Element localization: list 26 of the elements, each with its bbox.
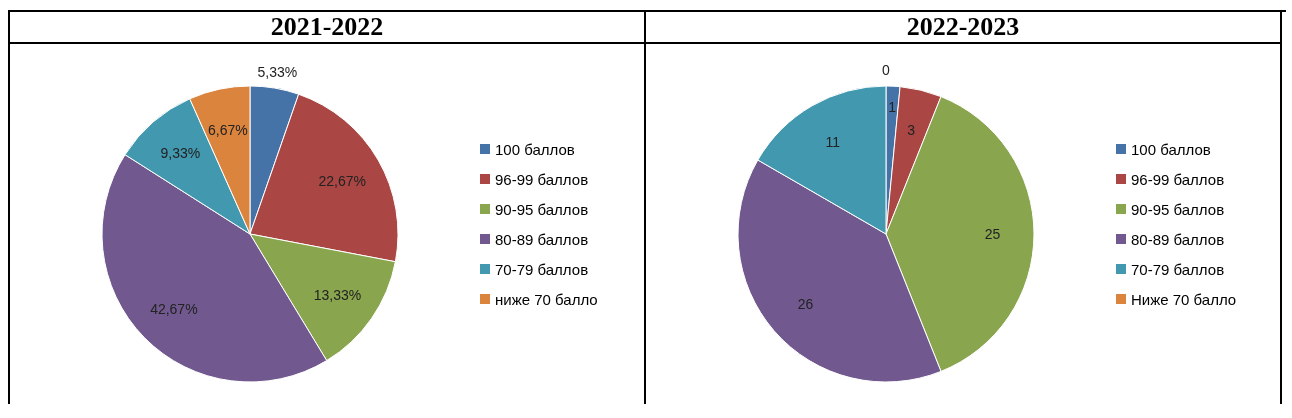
legend-label: 80-89 баллов: [1131, 230, 1225, 248]
legend-label: ниже 70 балло: [495, 290, 598, 308]
legend-label: 96-99 баллов: [1131, 170, 1225, 188]
legend-label: 100 баллов: [495, 140, 575, 158]
data-label: 42,67%: [150, 300, 198, 317]
data-label: 26: [797, 295, 814, 312]
data-label: 9,33%: [160, 145, 201, 162]
data-label: 5,33%: [257, 64, 298, 81]
legend-label: 70-79 баллов: [495, 260, 589, 278]
legend-label: 90-95 баллов: [1131, 200, 1225, 218]
chart-title: 2021-2022: [10, 12, 644, 44]
data-label: 13,33%: [313, 286, 362, 303]
legend-label: 96-99 баллов: [495, 170, 589, 188]
legend-label: 90-95 баллов: [495, 200, 589, 218]
data-label: 25: [984, 226, 1001, 242]
data-label: 6,67%: [207, 121, 248, 138]
data-label: 22,67%: [318, 172, 367, 189]
legend-label: 70-79 баллов: [1131, 260, 1225, 278]
data-label: 3: [907, 122, 916, 139]
data-label: 11: [825, 133, 841, 150]
text: 0: [882, 62, 890, 78]
legend-label: Ниже 70 балло: [1131, 290, 1237, 308]
chart-title: 2022-2023: [646, 12, 1280, 44]
data-label: 1: [888, 98, 897, 115]
legend-label: 80-89 баллов: [495, 230, 589, 248]
legend-label: 100 баллов: [1131, 140, 1211, 158]
